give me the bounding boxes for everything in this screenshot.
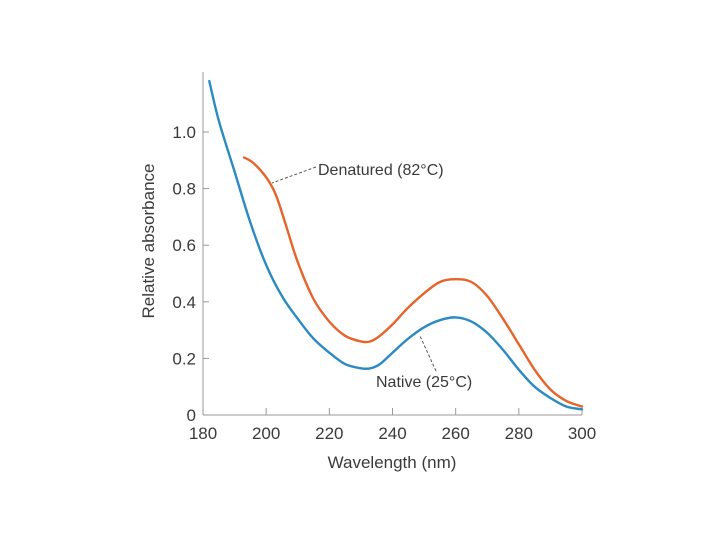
y-ticks: 0 0.2 0.4 0.6 0.8 1.0 <box>172 123 209 425</box>
y-tick-label: 0.4 <box>172 293 196 312</box>
x-tick-label: 260 <box>441 424 469 443</box>
y-tick-label: 0 <box>187 406 196 425</box>
denatured-curve <box>242 156 584 408</box>
x-tick-label: 240 <box>378 424 406 443</box>
y-tick-label: 0.2 <box>172 349 196 368</box>
x-ticks: 180 200 220 240 260 280 300 <box>189 408 596 443</box>
denatured-leader-line <box>271 166 317 184</box>
x-tick-label: 180 <box>189 424 217 443</box>
y-axis-title: Relative absorbance <box>139 164 158 319</box>
native-leader-line <box>419 335 437 372</box>
annotations: Denatured (82°C) Native (25°C) <box>271 162 472 391</box>
x-tick-label: 300 <box>568 424 596 443</box>
y-tick-label: 0.6 <box>172 236 196 255</box>
x-tick-label: 200 <box>252 424 280 443</box>
x-axis-title: Wavelength (nm) <box>328 453 457 472</box>
axes: 0 0.2 0.4 0.6 0.8 1.0 180 200 220 240 260 280 300 <box>172 72 596 443</box>
series-layer <box>208 79 584 411</box>
x-tick-label: 280 <box>505 424 533 443</box>
native-curve <box>208 79 584 411</box>
y-tick-label: 0.8 <box>172 180 196 199</box>
native-label: Native (25°C) <box>376 374 472 391</box>
y-tick-label: 1.0 <box>172 123 196 142</box>
x-tick-label: 220 <box>315 424 343 443</box>
denatured-label: Denatured (82°C) <box>318 162 444 179</box>
